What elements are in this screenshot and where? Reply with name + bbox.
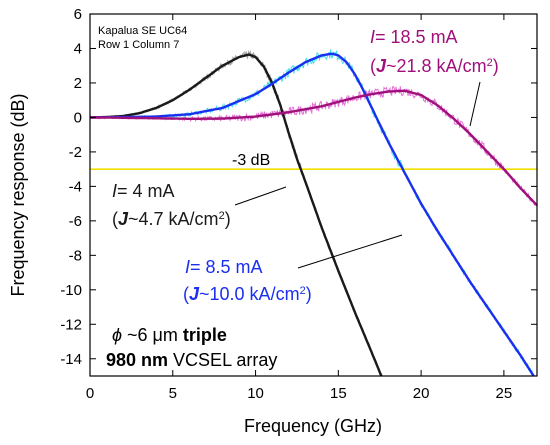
leader-lines	[234, 81, 481, 269]
annotation-8-5ma-density-value: ~10.0 kA/cm	[199, 284, 300, 304]
x-tick-label: 15	[330, 385, 347, 402]
series-8-5ma-fit	[90, 52, 535, 377]
caption-triple: triple	[183, 325, 227, 345]
annotation-4ma-density: (J~4.7 kA/cm2)	[112, 209, 231, 229]
y-tick-label: 6	[74, 6, 82, 23]
y-axis-title: Frequency response (dB)	[8, 93, 28, 296]
annotation-4ma-density-value: ~4.7 kA/cm	[128, 209, 219, 229]
annotation-8-5ma-current: I= 8.5 mA	[185, 257, 263, 277]
x-tick-label: 10	[247, 385, 264, 402]
y-tick-label: 0	[74, 109, 82, 126]
x-tick-label: 0	[86, 385, 94, 402]
x-axis-title: Frequency (GHz)	[244, 416, 382, 436]
annotation-18-5ma-current-value: = 18.5 mA	[375, 27, 458, 47]
annotation-8-5ma-density: (J~10.0 kA/cm2)	[183, 284, 312, 304]
device-note-line-2: Row 1 Column 7	[98, 39, 179, 51]
caption-wavelength: 980 nm	[106, 350, 168, 370]
x-tick-label: 20	[413, 385, 430, 402]
y-tick-label: -8	[69, 247, 82, 264]
leader-line-8-5ma	[297, 234, 403, 269]
minus-3db-label: -3 dB	[232, 152, 270, 169]
y-tick-label: -12	[60, 316, 82, 333]
device-note-line-1: Kapalua SE UC64	[98, 25, 187, 37]
caption-phi-symbol: ϕ	[112, 325, 122, 345]
y-tick-label: 2	[74, 75, 82, 92]
y-tick-label: -6	[69, 213, 82, 230]
leader-line-4ma	[234, 186, 287, 206]
annotation-4ma-current: I= 4 mA	[112, 181, 175, 201]
y-tick-label: -2	[69, 144, 82, 161]
annotation-8-5ma-current-value: = 8.5 mA	[190, 257, 263, 277]
device-caption-line-2: 980 nm VCSEL array	[106, 350, 277, 370]
caption-array: VCSEL array	[168, 350, 277, 370]
annotation-4ma-current-value: = 4 mA	[117, 181, 175, 201]
caption-approx: ~6	[122, 325, 153, 345]
annotation-18-5ma-density: (J~21.8 kA/cm2)	[370, 56, 499, 76]
device-caption-line-1: ϕ ~6 μm triple	[112, 325, 227, 345]
annotation-18-5ma-current: I= 18.5 mA	[370, 27, 458, 47]
y-tick-label: -4	[69, 178, 82, 195]
leader-line-18-5ma	[469, 81, 481, 127]
y-tick-label: -10	[60, 282, 82, 299]
y-tick-label: -14	[60, 351, 82, 368]
plot-frame	[89, 13, 538, 377]
x-tick-label: 5	[169, 385, 177, 402]
annotation-18-5ma-density-value: ~21.8 kA/cm	[386, 56, 487, 76]
series-18-5ma-fit	[90, 89, 538, 207]
y-tick-label: 4	[74, 40, 82, 57]
x-tick-label: 25	[496, 385, 513, 402]
caption-unit: μm	[153, 325, 178, 345]
